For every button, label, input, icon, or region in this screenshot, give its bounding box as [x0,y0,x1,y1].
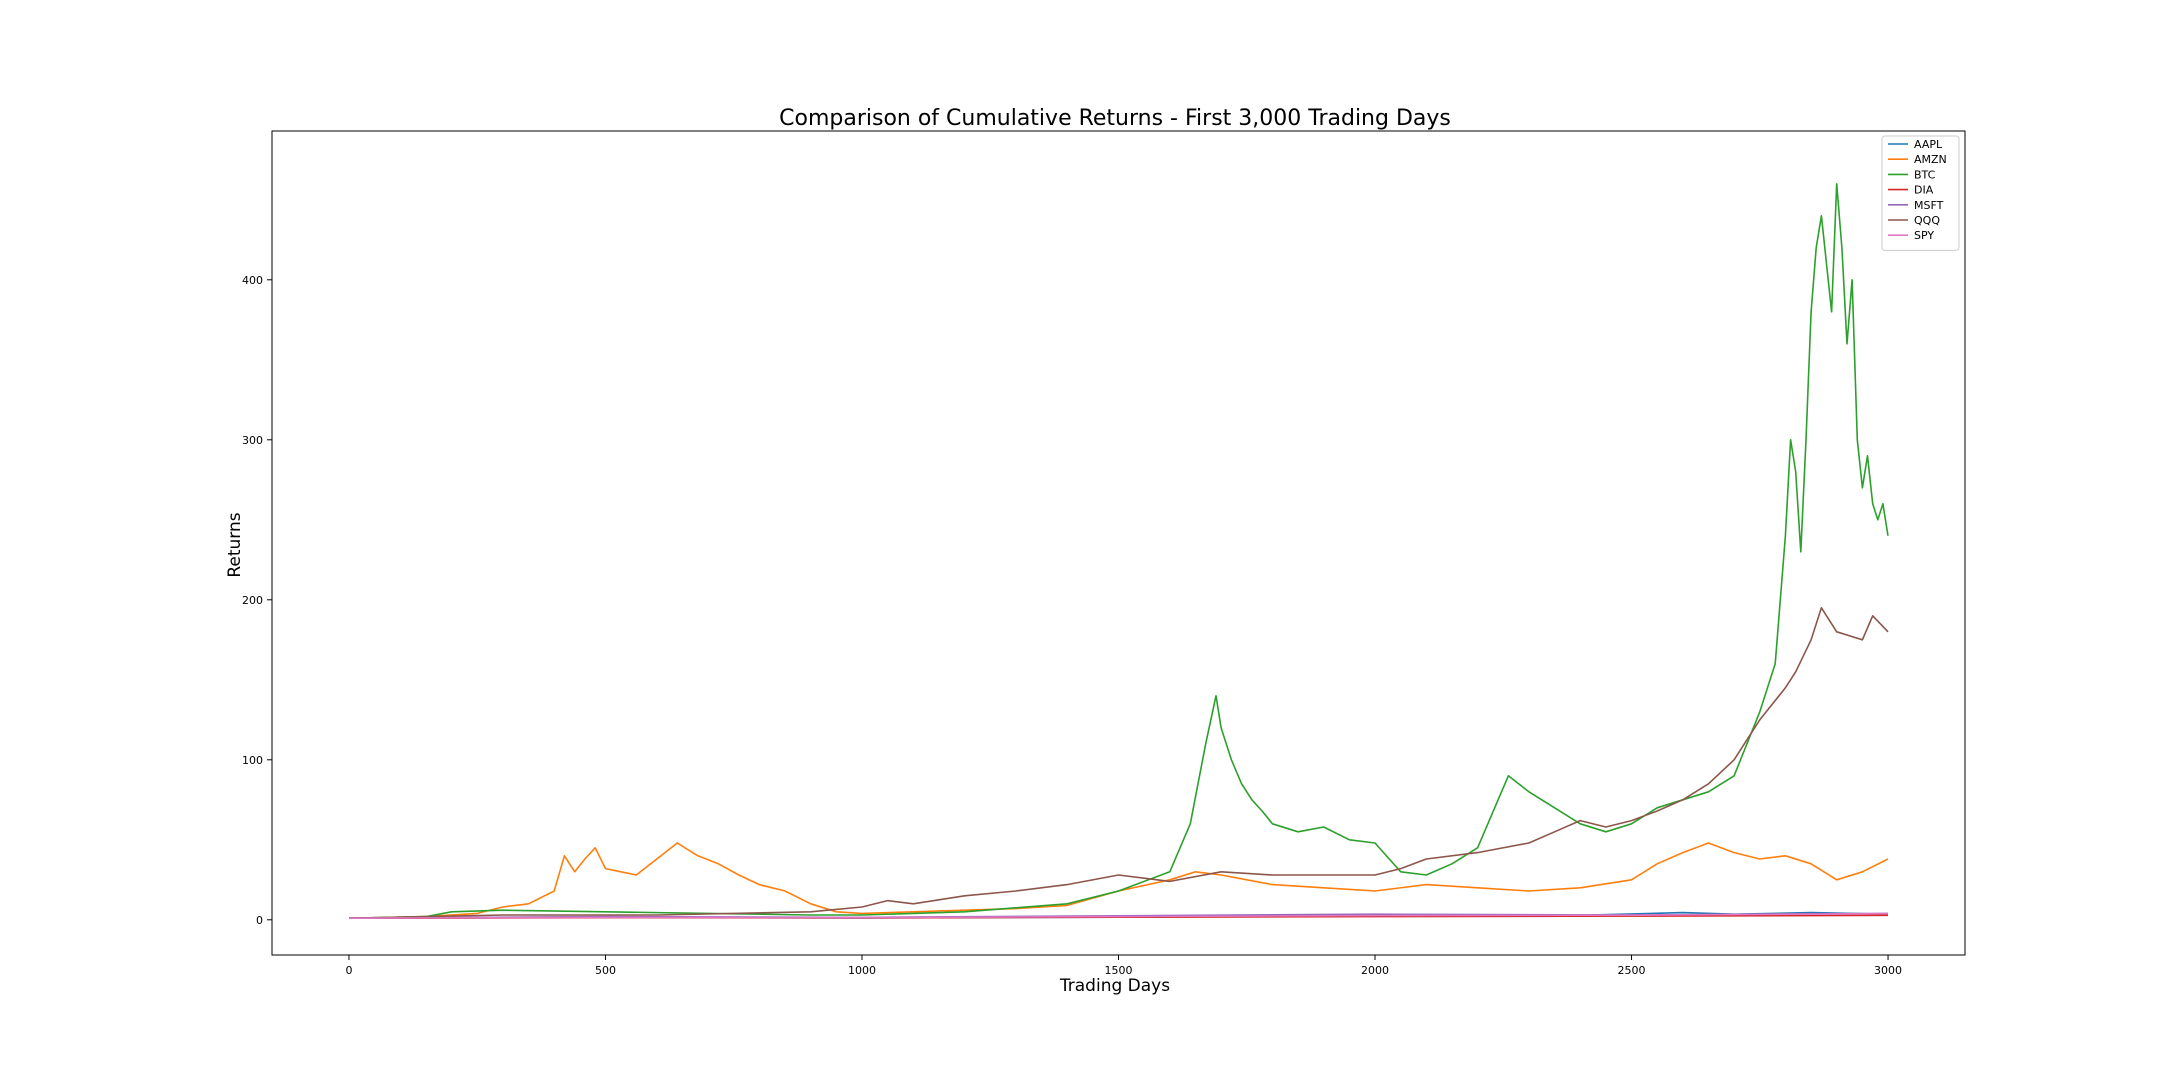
chart-title: Comparison of Cumulative Returns - First… [779,106,1451,131]
x-tick-label: 2000 [1361,964,1389,977]
series-line-qqq [348,606,1889,919]
x-tick-label: 2500 [1618,964,1646,977]
plot-area: 0 500 1000 1500 2000 2500 3000 0 100 200 300 400 [242,130,1966,977]
legend-item-amzn: AMZN [1888,153,1947,166]
y-tick-label: 400 [242,274,263,287]
y-tick-label: 200 [242,594,263,607]
legend-label: DIA [1914,184,1934,197]
legend-label: AAPL [1914,138,1943,151]
x-tick-label: 1000 [848,964,876,977]
legend-label: SPY [1914,229,1934,242]
legend-label: MSFT [1914,199,1944,212]
legend-item-btc: BTC [1888,168,1936,181]
y-tick-label: 100 [242,754,263,767]
legend-label: QQQ [1914,214,1940,227]
x-tick-label: 500 [595,964,616,977]
legend-item-aapl: AAPL [1888,138,1943,151]
x-tick-label: 1500 [1105,964,1133,977]
y-tick-label: 300 [242,434,263,447]
x-axis-title: Trading Days [1059,976,1170,996]
legend-item-spy: SPY [1888,229,1934,242]
legend-box [1881,135,1960,251]
y-tick-label: 0 [256,914,263,927]
y-axis-title: Returns [225,512,245,577]
series-lines [348,183,1889,920]
series-line-btc [348,183,1889,919]
legend-item-msft: MSFT [1888,199,1944,212]
x-tick-label: 3000 [1874,964,1902,977]
series-line-spy [348,912,1889,920]
legend-label: AMZN [1914,153,1947,166]
legend-item-dia: DIA [1888,184,1934,197]
legend: AAPL AMZN BTC DIA MSFT QQQ SPY [1881,135,1960,251]
legend-label: BTC [1914,168,1936,181]
legend-item-qqq: QQQ [1888,214,1940,227]
x-tick-label: 0 [345,964,352,977]
